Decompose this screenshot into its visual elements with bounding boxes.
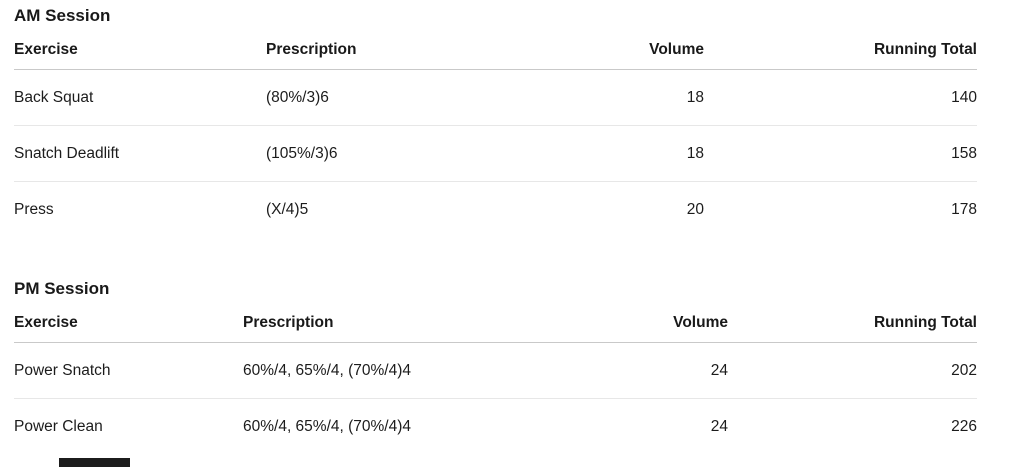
workout-page: AM Session Exercise Prescription Volume … — [14, 6, 977, 454]
prescription-cell: (X/4)5 — [266, 200, 309, 218]
running-total-cell: 178 — [951, 200, 977, 218]
pm-session-table: Exercise Prescription Volume Running Tot… — [14, 299, 977, 454]
table-row: Press (X/4)5 20 178 — [14, 182, 977, 237]
volume-cell: 24 — [710, 361, 728, 379]
prescription-cell: (80%/3)6 — [266, 88, 329, 106]
table-row: Power Clean 60%/4, 65%/4, (70%/4)4 24 22… — [14, 399, 977, 454]
pm-session-heading: PM Session — [14, 279, 110, 298]
column-header-exercise: Exercise — [14, 41, 78, 58]
am-session-table: Exercise Prescription Volume Running Tot… — [14, 26, 977, 237]
exercise-cell: Power Clean — [14, 417, 103, 435]
running-total-cell: 158 — [951, 144, 977, 162]
volume-cell: 20 — [686, 200, 704, 218]
prescription-cell: 60%/4, 65%/4, (70%/4)4 — [243, 361, 412, 379]
prescription-cell: 60%/4, 65%/4, (70%/4)4 — [243, 417, 412, 435]
table-row: Snatch Deadlift (105%/3)6 18 158 — [14, 126, 977, 182]
exercise-cell: Snatch Deadlift — [14, 144, 120, 162]
volume-cell: 18 — [686, 144, 704, 162]
volume-cell: 18 — [686, 88, 704, 106]
am-table-header-row: Exercise Prescription Volume Running Tot… — [14, 26, 977, 70]
exercise-cell: Back Squat — [14, 88, 94, 106]
am-session-heading: AM Session — [14, 6, 111, 25]
running-total-cell: 226 — [951, 417, 977, 435]
cropped-dark-element — [59, 458, 130, 467]
running-total-cell: 202 — [951, 361, 977, 379]
column-header-exercise: Exercise — [14, 314, 78, 331]
exercise-cell: Power Snatch — [14, 361, 111, 379]
volume-cell: 24 — [710, 417, 728, 435]
column-header-volume: Volume — [673, 314, 728, 331]
running-total-cell: 140 — [951, 88, 977, 106]
table-row: Power Snatch 60%/4, 65%/4, (70%/4)4 24 2… — [14, 343, 977, 399]
table-row: Back Squat (80%/3)6 18 140 — [14, 70, 977, 126]
prescription-cell: (105%/3)6 — [266, 144, 338, 162]
column-header-volume: Volume — [649, 41, 704, 58]
pm-table-header-row: Exercise Prescription Volume Running Tot… — [14, 299, 977, 343]
column-header-prescription: Prescription — [266, 41, 357, 58]
column-header-running-total: Running Total — [873, 41, 977, 58]
exercise-cell: Press — [14, 200, 54, 218]
column-header-running-total: Running Total — [873, 314, 977, 331]
column-header-prescription: Prescription — [243, 314, 334, 331]
